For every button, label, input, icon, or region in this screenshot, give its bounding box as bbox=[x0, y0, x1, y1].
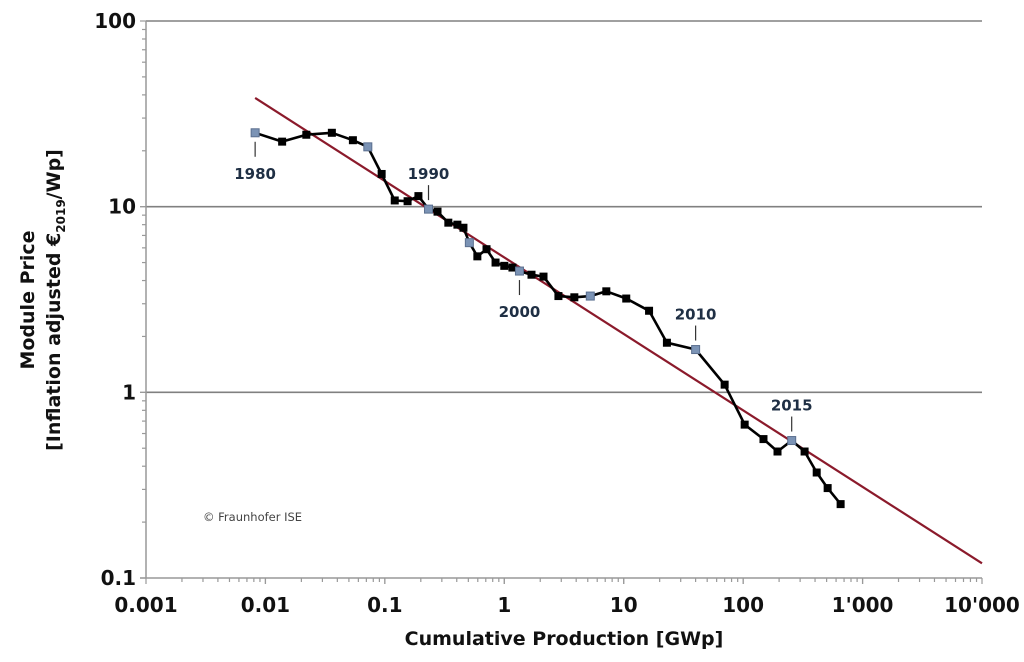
highlight-marker bbox=[691, 345, 701, 355]
x-tick-label: 0.1 bbox=[367, 593, 402, 617]
data-marker bbox=[602, 287, 611, 296]
highlight-marker bbox=[464, 238, 474, 248]
trend-line-group bbox=[254, 97, 983, 565]
x-tick-labels: 0.001 0.01 0.1 1 10 100 1'000 10'000 bbox=[114, 593, 1019, 617]
x-tick-label: 1'000 bbox=[832, 593, 894, 617]
credit-text: © Fraunhofer ISE bbox=[203, 510, 302, 524]
data-marker bbox=[348, 136, 357, 145]
highlight-marker bbox=[514, 266, 524, 276]
data-marker bbox=[473, 252, 482, 261]
data-marker bbox=[377, 169, 386, 178]
x-tick-label: 100 bbox=[722, 593, 764, 617]
y-axis-title-line2: [Inflation adjusted €2019/Wp] bbox=[43, 149, 68, 451]
year-label-2015: 2015 bbox=[771, 397, 813, 415]
data-marker bbox=[433, 207, 442, 216]
trend-line bbox=[254, 97, 983, 565]
data-marker bbox=[554, 292, 563, 301]
price-line bbox=[254, 131, 842, 505]
data-marker bbox=[444, 218, 453, 227]
data-marker bbox=[278, 137, 287, 146]
data-marker bbox=[459, 223, 468, 232]
y-axis-title-subscript: 2019 bbox=[54, 199, 68, 232]
x-tick-label: 0.001 bbox=[114, 593, 177, 617]
data-marker bbox=[482, 245, 491, 254]
x-tick-label: 0.01 bbox=[241, 593, 290, 617]
y-tick-label: 10 bbox=[108, 195, 136, 219]
y-tick-label: 1 bbox=[122, 380, 136, 404]
x-tick-label: 10'000 bbox=[944, 593, 1020, 617]
highlight-marker bbox=[250, 128, 260, 138]
year-label-1980: 1980 bbox=[234, 165, 276, 183]
data-marker bbox=[453, 220, 462, 229]
data-marker bbox=[390, 196, 399, 205]
y-tick-labels: 0.1 1 10 100 bbox=[94, 9, 136, 590]
y-tick-label: 100 bbox=[94, 9, 136, 33]
year-annotations: 1980 1990 2000 2010 2015 bbox=[234, 141, 813, 432]
data-marker bbox=[622, 294, 631, 303]
data-marker bbox=[800, 447, 809, 456]
data-marker bbox=[302, 130, 311, 139]
year-label-2010: 2010 bbox=[675, 306, 717, 324]
data-marker bbox=[836, 500, 845, 509]
x-axis-ticks bbox=[145, 578, 983, 584]
data-marker bbox=[527, 270, 536, 279]
data-marker bbox=[740, 420, 749, 429]
y-axis-title-prefix: [Inflation adjusted € bbox=[43, 233, 65, 451]
highlight-marker bbox=[585, 291, 595, 301]
data-marker bbox=[414, 192, 423, 201]
highlight-marker bbox=[787, 436, 797, 446]
y-axis-title-line1: Module Price bbox=[17, 230, 39, 369]
year-label-2000: 2000 bbox=[499, 303, 541, 321]
data-marker bbox=[491, 258, 500, 267]
data-marker bbox=[500, 261, 509, 270]
data-marker bbox=[759, 435, 768, 444]
x-axis-title: Cumulative Production [GWp] bbox=[405, 628, 724, 650]
data-marker bbox=[403, 197, 412, 206]
data-marker bbox=[720, 380, 729, 389]
x-tick-label: 10 bbox=[610, 593, 638, 617]
data-marker bbox=[773, 447, 782, 456]
data-marker bbox=[570, 293, 579, 302]
x-tick-label: 1 bbox=[497, 593, 511, 617]
data-marker bbox=[812, 468, 821, 477]
highlight-marker bbox=[363, 142, 373, 152]
year-label-1990: 1990 bbox=[408, 165, 450, 183]
data-marker bbox=[539, 272, 548, 281]
data-marker bbox=[823, 484, 832, 493]
y-axis-title-suffix: /Wp] bbox=[43, 149, 65, 199]
data-marker bbox=[508, 263, 517, 272]
data-marker bbox=[662, 338, 671, 347]
y-axis-ticks bbox=[140, 20, 146, 579]
grid-lines bbox=[146, 20, 982, 394]
data-marker bbox=[327, 128, 336, 137]
y-axis-title: Module Price [Inflation adjusted €2019/W… bbox=[17, 149, 68, 451]
price-series-group bbox=[250, 128, 845, 509]
y-tick-label: 0.1 bbox=[101, 566, 136, 590]
data-marker bbox=[645, 306, 654, 315]
highlight-marker bbox=[424, 204, 434, 214]
